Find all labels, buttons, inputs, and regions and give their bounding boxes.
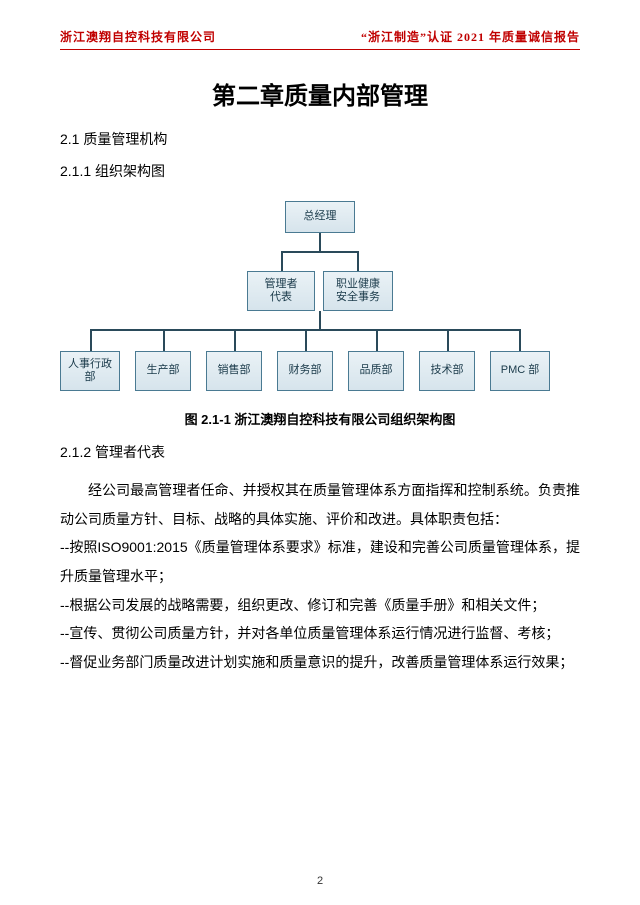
page-header: 浙江澳翔自控科技有限公司 “浙江制造”认证 2021 年质量诚信报告 bbox=[60, 28, 580, 50]
org-connector bbox=[319, 311, 321, 329]
org-connector bbox=[234, 329, 236, 351]
chapter-title: 第二章质量内部管理 bbox=[60, 76, 580, 111]
org-node-gm: 总经理 bbox=[285, 201, 355, 233]
org-connector bbox=[376, 329, 378, 351]
org-node-hr: 人事行政 部 bbox=[60, 351, 120, 391]
section-2-1-2-heading: 2.1.2 管理者代表 bbox=[60, 442, 580, 462]
bullet-1: --按照ISO9001:2015《质量管理体系要求》标准，建设和完善公司质量管理… bbox=[60, 533, 580, 590]
org-node-prod: 生产部 bbox=[135, 351, 191, 391]
org-connector bbox=[90, 329, 92, 351]
page-number: 2 bbox=[0, 875, 640, 887]
header-report-title: “浙江制造”认证 2021 年质量诚信报告 bbox=[361, 28, 580, 45]
org-connector bbox=[163, 329, 165, 351]
org-node-qa: 品质部 bbox=[348, 351, 404, 391]
org-connector bbox=[305, 329, 307, 351]
figure-caption: 图 2.1-1 浙江澳翔自控科技有限公司组织架构图 bbox=[60, 409, 580, 428]
bullet-3: --宣传、贯彻公司质量方针，并对各单位质量管理体系运行情况进行监督、考核； bbox=[60, 619, 580, 648]
org-connector bbox=[447, 329, 449, 351]
org-node-fin: 财务部 bbox=[277, 351, 333, 391]
org-node-sales: 销售部 bbox=[206, 351, 262, 391]
org-node-tech: 技术部 bbox=[419, 351, 475, 391]
org-connector bbox=[519, 329, 521, 351]
org-connector bbox=[281, 251, 358, 253]
org-chart: 总经理 管理者 代表 职业健康 安全事务 人事行政 部 生产部 销售部 财务部 … bbox=[60, 201, 580, 401]
section-2-1-heading: 2.1 质量管理机构 bbox=[60, 129, 580, 149]
paragraph-intro: 经公司最高管理者任命、并授权其在质量管理体系方面指挥和控制系统。负责推动公司质量… bbox=[60, 476, 580, 533]
org-connector bbox=[281, 251, 283, 271]
org-node-pmc: PMC 部 bbox=[490, 351, 550, 391]
org-node-ohs: 职业健康 安全事务 bbox=[323, 271, 393, 311]
bullet-2: --根据公司发展的战略需要，组织更改、修订和完善《质量手册》和相关文件； bbox=[60, 591, 580, 620]
org-connector bbox=[357, 251, 359, 271]
org-node-rep: 管理者 代表 bbox=[247, 271, 315, 311]
org-connector bbox=[319, 233, 321, 251]
bullet-4: --督促业务部门质量改进计划实施和质量意识的提升，改善质量管理体系运行效果； bbox=[60, 648, 580, 677]
header-company: 浙江澳翔自控科技有限公司 bbox=[60, 28, 216, 45]
section-2-1-1-heading: 2.1.1 组织架构图 bbox=[60, 161, 580, 181]
